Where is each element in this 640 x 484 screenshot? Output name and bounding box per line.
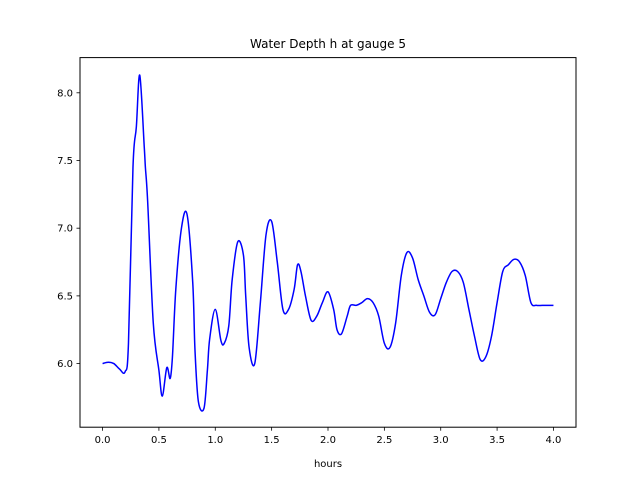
x-tick-label: 0.0	[95, 435, 111, 446]
y-tick-label: 6.5	[57, 291, 73, 302]
x-tick-label: 3.0	[433, 435, 449, 446]
x-tick-label: 1.5	[264, 435, 280, 446]
y-tick-label: 7.0	[57, 224, 73, 235]
x-axis-label: hours	[314, 459, 342, 470]
y-tick-label: 8.0	[57, 88, 73, 99]
series-line	[102, 74, 554, 412]
x-tick-label: 1.0	[207, 435, 223, 446]
x-tick-label: 0.5	[151, 435, 167, 446]
x-tick-label: 2.5	[376, 435, 392, 446]
chart-title: Water Depth h at gauge 5	[250, 37, 406, 51]
y-tick-label: 6.0	[57, 359, 73, 370]
series-layer	[102, 74, 554, 412]
y-axis-ticks: 6.0 6.5 7.0 7.5 8.0	[57, 88, 80, 370]
x-tick-label: 3.5	[489, 435, 505, 446]
y-tick-label: 7.5	[57, 156, 73, 167]
x-axis-ticks: 0.0 0.5 1.0 1.5 2.0 2.5 3.0 3.5 4.0	[95, 427, 562, 446]
plot-frame	[79, 57, 577, 428]
x-tick-label: 4.0	[546, 435, 562, 446]
x-tick-label: 2.0	[320, 435, 336, 446]
